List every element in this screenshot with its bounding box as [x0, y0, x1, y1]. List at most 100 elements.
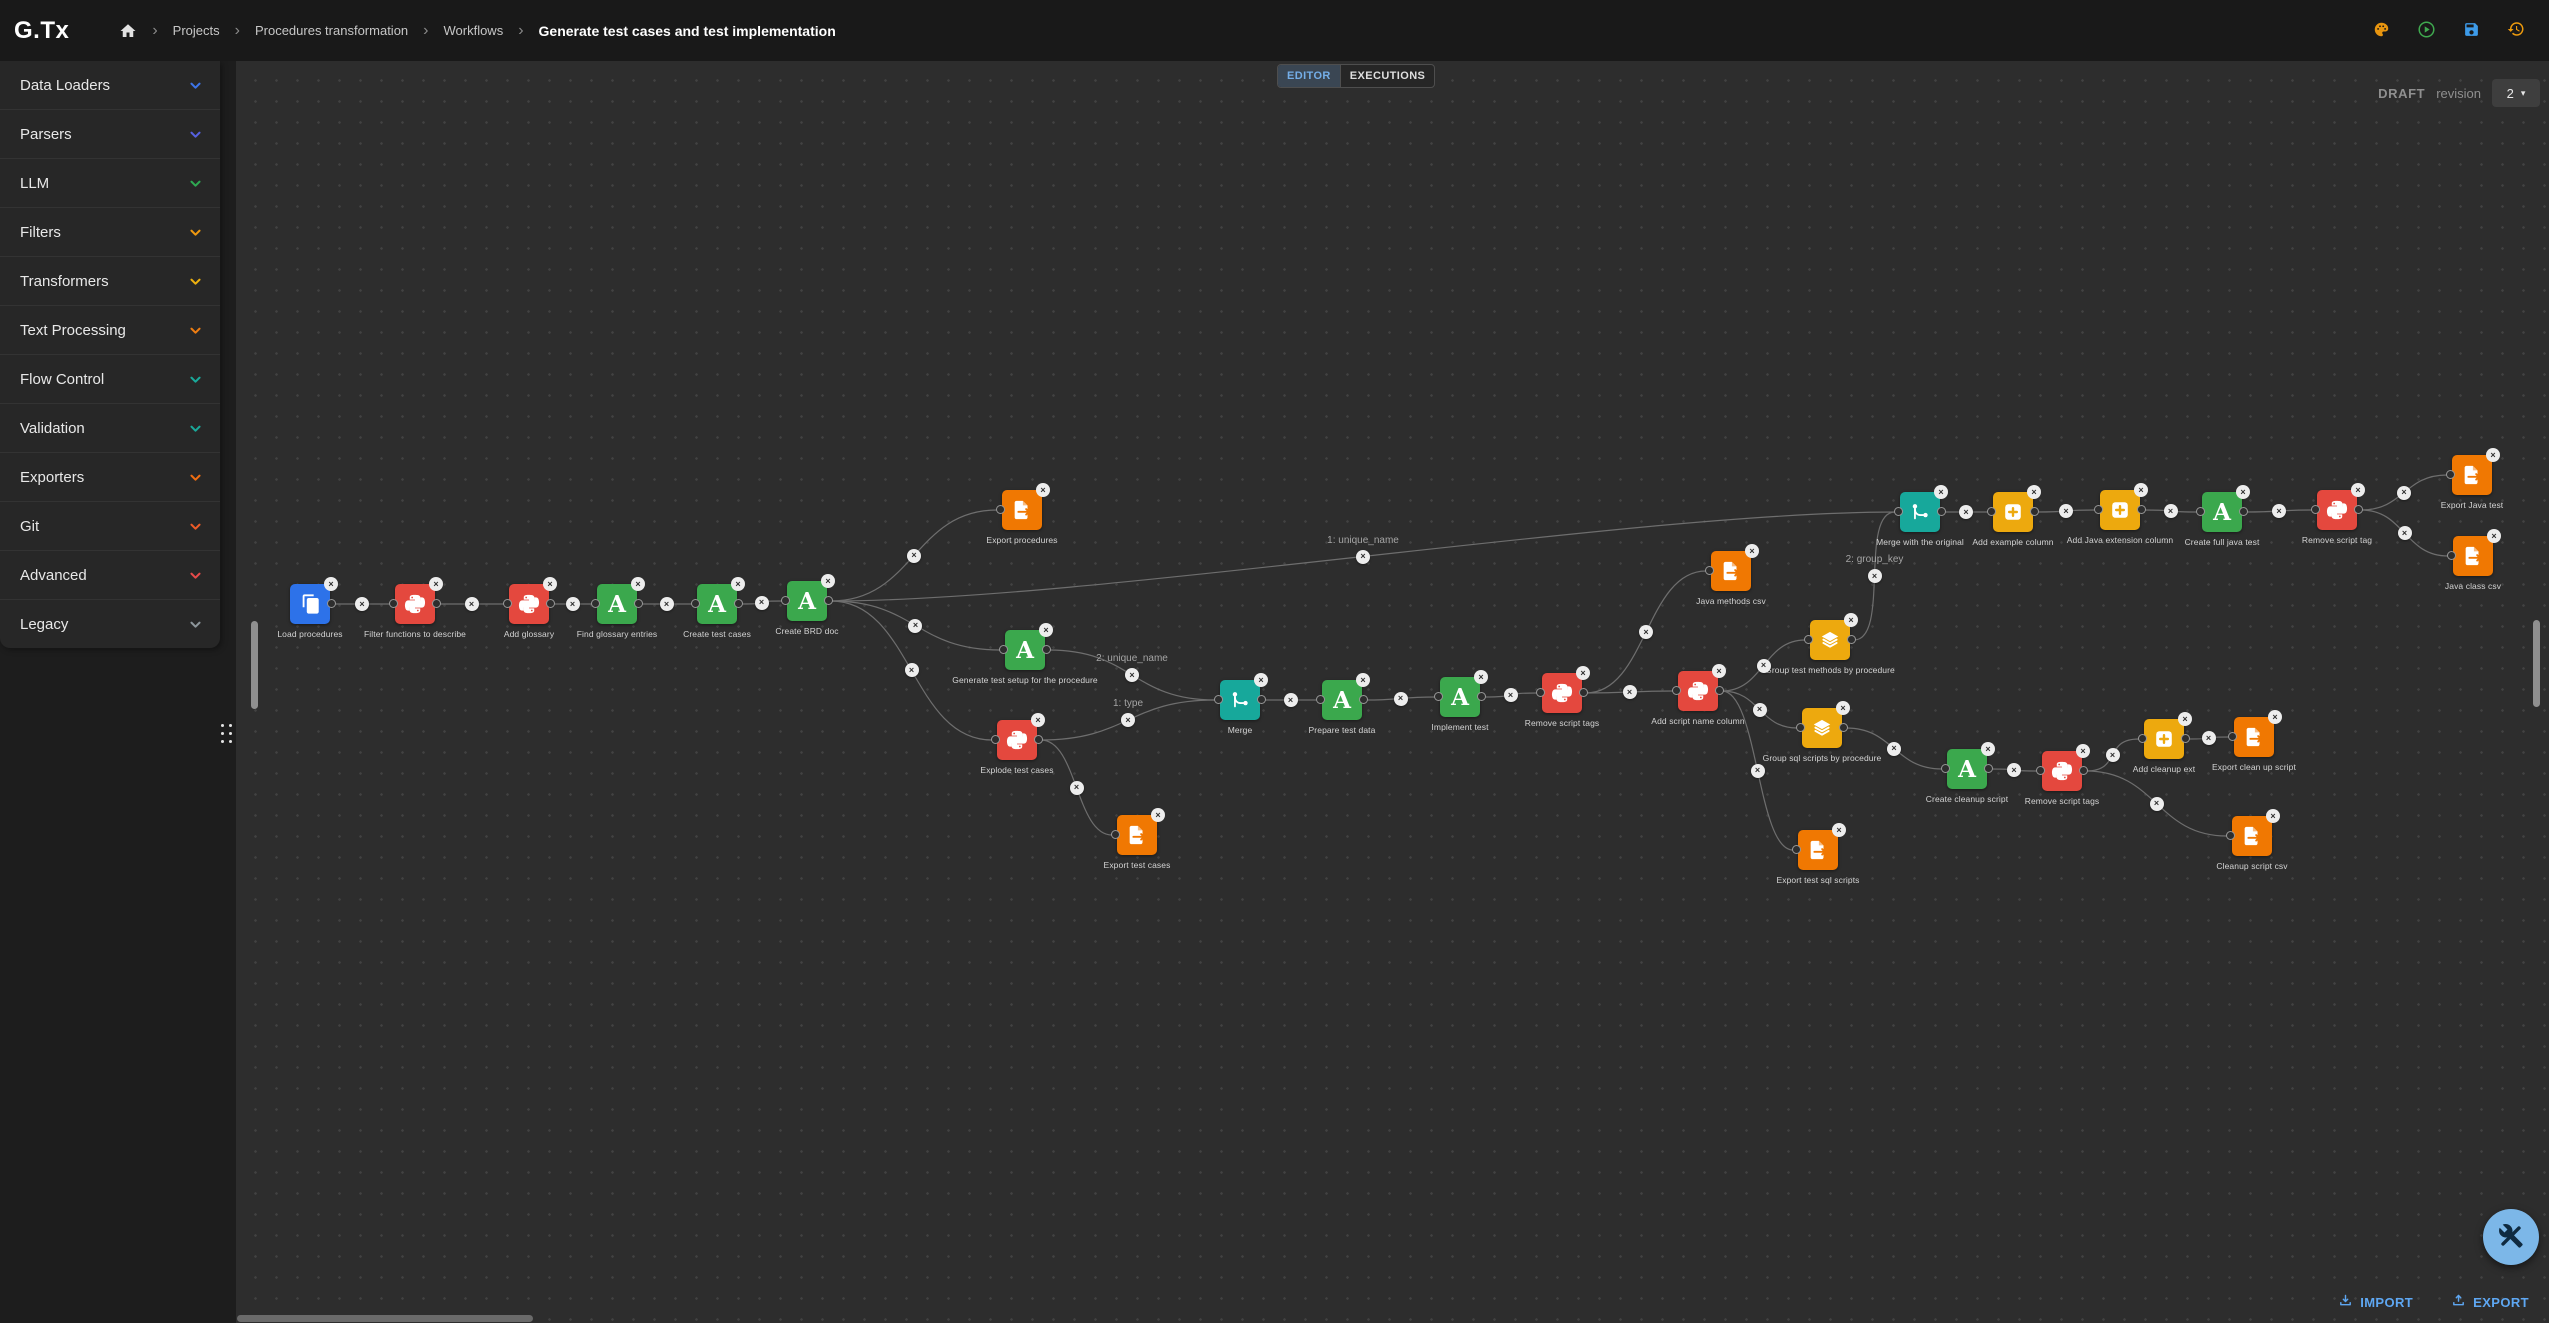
- sidebar-item-exporters[interactable]: Exporters: [0, 453, 220, 502]
- delete-node-button[interactable]: ×: [1712, 664, 1726, 678]
- delete-node-button[interactable]: ×: [1844, 613, 1858, 627]
- sidebar-item-parsers[interactable]: Parsers: [0, 110, 220, 159]
- input-port[interactable]: [1111, 830, 1120, 839]
- home-icon[interactable]: [119, 22, 137, 40]
- output-port[interactable]: [1937, 507, 1946, 516]
- node-java-class-csv[interactable]: × Java class csv: [2445, 529, 2501, 591]
- sidebar-drag-handle[interactable]: [221, 724, 232, 743]
- node-prepare-test-data[interactable]: A × Prepare test data: [1309, 673, 1375, 735]
- workflow-canvas[interactable]: [236, 61, 2549, 1323]
- node-export-test-cases[interactable]: × Export test cases: [1104, 808, 1170, 870]
- delete-node-button[interactable]: ×: [1934, 485, 1948, 499]
- delete-node-button[interactable]: ×: [1036, 483, 1050, 497]
- delete-node-button[interactable]: ×: [2266, 809, 2280, 823]
- import-button[interactable]: IMPORT: [2332, 1292, 2419, 1312]
- delete-edge-button[interactable]: ×: [2007, 763, 2021, 777]
- delete-node-button[interactable]: ×: [429, 577, 443, 591]
- input-port[interactable]: [691, 599, 700, 608]
- node-create-test-cases[interactable]: A × Create test cases: [683, 577, 751, 639]
- node-add-cleanup-ext[interactable]: × Add cleanup ext: [2133, 712, 2195, 774]
- input-port[interactable]: [2226, 831, 2235, 840]
- delete-edge-button[interactable]: ×: [908, 618, 923, 633]
- node-remove-script-tags-2[interactable]: × Remove script tags: [2025, 744, 2099, 806]
- delete-edge-button[interactable]: ×: [2272, 504, 2286, 518]
- delete-node-button[interactable]: ×: [543, 577, 557, 591]
- input-port[interactable]: [2311, 505, 2320, 514]
- output-port[interactable]: [2354, 505, 2363, 514]
- node-export-test-sql-scripts[interactable]: × Export test sql scripts: [1776, 823, 1859, 885]
- canvas-scrollbar-horizontal[interactable]: [237, 1315, 533, 1322]
- delete-edge-button[interactable]: ×: [907, 548, 921, 563]
- canvas-scrollbar-right[interactable]: [2533, 620, 2540, 707]
- input-port[interactable]: [1894, 507, 1903, 516]
- output-port[interactable]: [1359, 695, 1368, 704]
- output-port[interactable]: [1034, 735, 1043, 744]
- input-port[interactable]: [2138, 734, 2147, 743]
- input-port[interactable]: [2228, 732, 2237, 741]
- input-port[interactable]: [591, 599, 600, 608]
- delete-node-button[interactable]: ×: [2134, 483, 2148, 497]
- delete-edge-button[interactable]: ×: [2163, 504, 2178, 518]
- delete-edge-button[interactable]: ×: [355, 597, 369, 611]
- input-port[interactable]: [1672, 686, 1681, 695]
- node-group-test-methods[interactable]: × Group test methods by procedure: [1765, 613, 1895, 675]
- input-port[interactable]: [781, 596, 790, 605]
- node-export-clean-up-script[interactable]: × Export clean up script: [2212, 710, 2296, 772]
- node-create-brd-doc[interactable]: A × Create BRD doc: [775, 574, 839, 636]
- delete-node-button[interactable]: ×: [1474, 670, 1488, 684]
- delete-node-button[interactable]: ×: [1254, 673, 1268, 687]
- input-port[interactable]: [1434, 692, 1443, 701]
- node-add-script-name-column[interactable]: × Add script name column: [1651, 664, 1745, 726]
- input-port[interactable]: [1705, 566, 1714, 575]
- input-port[interactable]: [2447, 551, 2456, 560]
- input-port[interactable]: [1536, 688, 1545, 697]
- delete-edge-button[interactable]: ×: [1503, 688, 1518, 702]
- breadcrumb-item[interactable]: Projects: [172, 23, 220, 38]
- node-implement-test[interactable]: A × Implement test: [1431, 670, 1488, 732]
- output-port[interactable]: [2239, 507, 2248, 516]
- breadcrumb-item[interactable]: Workflows: [443, 23, 504, 38]
- delete-node-button[interactable]: ×: [2076, 744, 2090, 758]
- node-add-java-ext-column[interactable]: × Add Java extension column: [2067, 483, 2173, 545]
- sidebar-item-legacy[interactable]: Legacy: [0, 600, 220, 648]
- delete-edge-button[interactable]: ×: [2105, 748, 2120, 762]
- node-add-example-column[interactable]: × Add example column: [1972, 485, 2053, 547]
- sidebar-item-data-loaders[interactable]: Data Loaders: [0, 61, 220, 110]
- delete-edge-button[interactable]: ×: [2149, 796, 2164, 811]
- sidebar-item-git[interactable]: Git: [0, 502, 220, 551]
- input-port[interactable]: [2196, 507, 2205, 516]
- output-port[interactable]: [824, 596, 833, 605]
- delete-node-button[interactable]: ×: [821, 574, 835, 588]
- sidebar-item-filters[interactable]: Filters: [0, 208, 220, 257]
- node-java-methods-csv[interactable]: × Java methods csv: [1696, 544, 1766, 606]
- delete-edge-button[interactable]: ×: [1887, 741, 1901, 756]
- delete-edge-button[interactable]: ×: [1356, 549, 1370, 564]
- input-port[interactable]: [503, 599, 512, 608]
- output-port[interactable]: [2030, 507, 2039, 516]
- node-find-glossary[interactable]: A × Find glossary entries: [577, 577, 657, 639]
- input-port[interactable]: [1987, 507, 1996, 516]
- node-filter-functions[interactable]: × Filter functions to describe: [364, 577, 466, 639]
- node-merge-with-original[interactable]: × Merge with the original: [1876, 485, 1964, 547]
- node-cleanup-script-csv[interactable]: × Cleanup script csv: [2216, 809, 2288, 871]
- node-export-procedures[interactable]: × Export procedures: [986, 483, 1057, 545]
- delete-edge-button[interactable]: ×: [2201, 731, 2216, 745]
- output-port[interactable]: [1042, 645, 1051, 654]
- delete-node-button[interactable]: ×: [2351, 483, 2365, 497]
- run-button[interactable]: [2417, 20, 2436, 42]
- node-create-full-java-test[interactable]: A × Create full java test: [2185, 485, 2259, 547]
- node-create-cleanup-script[interactable]: A × Create cleanup script: [1926, 742, 2008, 804]
- output-port[interactable]: [327, 599, 336, 608]
- delete-edge-button[interactable]: ×: [1283, 693, 1298, 707]
- delete-edge-button[interactable]: ×: [659, 597, 674, 611]
- history-button[interactable]: [2507, 20, 2525, 41]
- delete-node-button[interactable]: ×: [1031, 713, 1045, 727]
- delete-node-button[interactable]: ×: [324, 577, 338, 591]
- tools-fab-button[interactable]: [2483, 1209, 2539, 1265]
- input-port[interactable]: [1792, 845, 1801, 854]
- input-port[interactable]: [1796, 723, 1805, 732]
- delete-edge-button[interactable]: ×: [1752, 702, 1767, 717]
- output-port[interactable]: [2137, 505, 2146, 514]
- delete-edge-button[interactable]: ×: [2397, 526, 2412, 540]
- delete-node-button[interactable]: ×: [1832, 823, 1846, 837]
